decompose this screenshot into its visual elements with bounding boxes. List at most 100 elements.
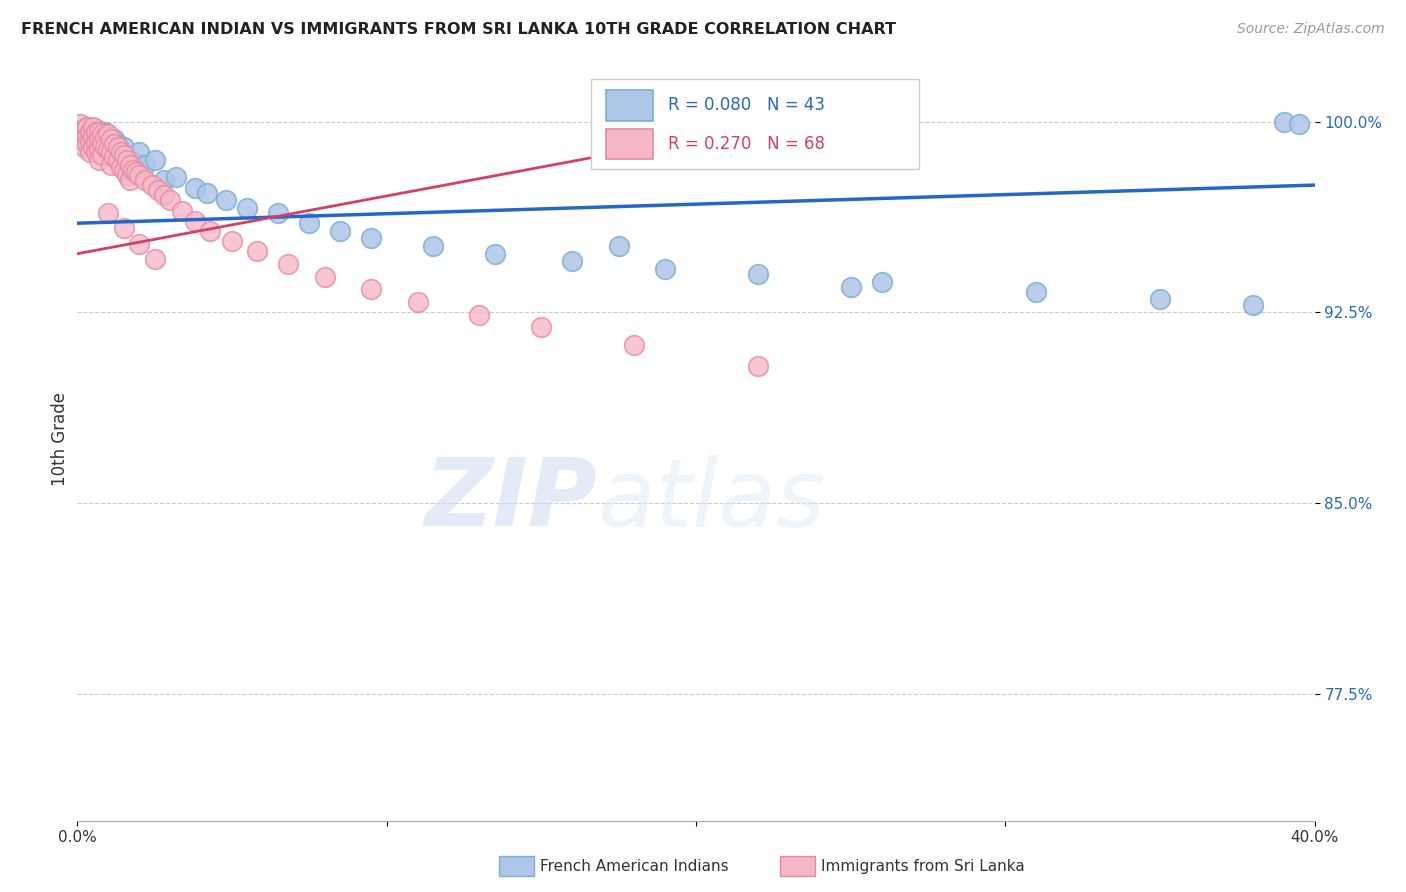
Point — [79, 125, 101, 139]
Point — [122, 162, 145, 177]
Point — [103, 150, 125, 164]
Point — [172, 203, 194, 218]
Point — [1149, 293, 1171, 307]
Point — [107, 140, 129, 154]
Point — [143, 252, 166, 266]
Point — [134, 158, 156, 172]
Point — [128, 236, 150, 251]
Point — [87, 125, 110, 139]
Point — [76, 137, 98, 152]
Point — [94, 140, 117, 154]
Point — [91, 132, 114, 146]
Point — [91, 137, 114, 152]
Point — [82, 120, 104, 134]
Point — [200, 224, 222, 238]
Point — [112, 221, 135, 235]
Point — [87, 132, 110, 146]
Point — [115, 153, 138, 167]
Point — [112, 162, 135, 177]
Point — [107, 137, 129, 152]
Point — [125, 165, 148, 179]
Point — [82, 140, 104, 154]
Point — [870, 275, 893, 289]
Point — [79, 125, 101, 139]
Text: R = 0.080   N = 43: R = 0.080 N = 43 — [668, 96, 824, 114]
Point — [69, 117, 91, 131]
Point — [91, 128, 114, 142]
Text: ZIP: ZIP — [425, 454, 598, 546]
Point — [329, 224, 352, 238]
Point — [115, 150, 138, 164]
Point — [153, 173, 176, 187]
Point — [112, 147, 135, 161]
Point — [79, 145, 101, 159]
Point — [221, 234, 243, 248]
Point — [277, 257, 299, 271]
Point — [146, 183, 169, 197]
Point — [422, 239, 444, 253]
Point — [165, 170, 187, 185]
Point — [468, 308, 491, 322]
Point — [747, 267, 769, 281]
Text: R = 0.270   N = 68: R = 0.270 N = 68 — [668, 136, 824, 153]
Point — [76, 129, 98, 144]
Point — [82, 129, 104, 144]
Point — [100, 145, 122, 159]
Point — [654, 262, 676, 277]
Point — [159, 194, 181, 208]
Point — [360, 231, 382, 245]
Text: FRENCH AMERICAN INDIAN VS IMMIGRANTS FROM SRI LANKA 10TH GRADE CORRELATION CHART: FRENCH AMERICAN INDIAN VS IMMIGRANTS FRO… — [21, 22, 896, 37]
Point — [107, 153, 129, 167]
Point — [69, 128, 91, 142]
Point — [360, 282, 382, 296]
Point — [103, 132, 125, 146]
Point — [100, 158, 122, 172]
Point — [267, 206, 290, 220]
Point — [128, 168, 150, 182]
Point — [406, 295, 429, 310]
Point — [112, 140, 135, 154]
Point — [141, 178, 163, 193]
Point — [314, 269, 336, 284]
Point — [530, 320, 553, 334]
Point — [97, 129, 120, 144]
Point — [72, 122, 94, 136]
Point — [118, 173, 141, 187]
Point — [91, 147, 114, 161]
Text: atlas: atlas — [598, 455, 825, 546]
Point — [76, 120, 98, 134]
Point — [110, 145, 132, 159]
Point — [134, 173, 156, 187]
Point — [79, 135, 101, 149]
Point — [623, 338, 645, 352]
Point — [84, 135, 107, 149]
Point — [484, 246, 506, 260]
Point — [1025, 285, 1047, 299]
Point — [84, 122, 107, 136]
Point — [1272, 114, 1295, 128]
Point — [110, 161, 132, 175]
Point — [84, 125, 107, 139]
Point — [128, 145, 150, 159]
Point — [94, 125, 117, 139]
Text: French American Indians: French American Indians — [540, 859, 728, 873]
Point — [118, 158, 141, 172]
Point — [72, 132, 94, 146]
Point — [1241, 297, 1264, 311]
Point — [100, 132, 122, 146]
Point — [236, 201, 259, 215]
Point — [72, 140, 94, 154]
Text: Source: ZipAtlas.com: Source: ZipAtlas.com — [1237, 22, 1385, 37]
Point — [82, 129, 104, 144]
Point — [561, 254, 583, 268]
Point — [115, 168, 138, 182]
Point — [103, 137, 125, 152]
Point — [246, 244, 269, 259]
Point — [100, 140, 122, 154]
Point — [607, 239, 630, 253]
Point — [110, 145, 132, 159]
Point — [87, 153, 110, 167]
Point — [747, 359, 769, 373]
Point — [72, 122, 94, 136]
Text: Immigrants from Sri Lanka: Immigrants from Sri Lanka — [821, 859, 1025, 873]
